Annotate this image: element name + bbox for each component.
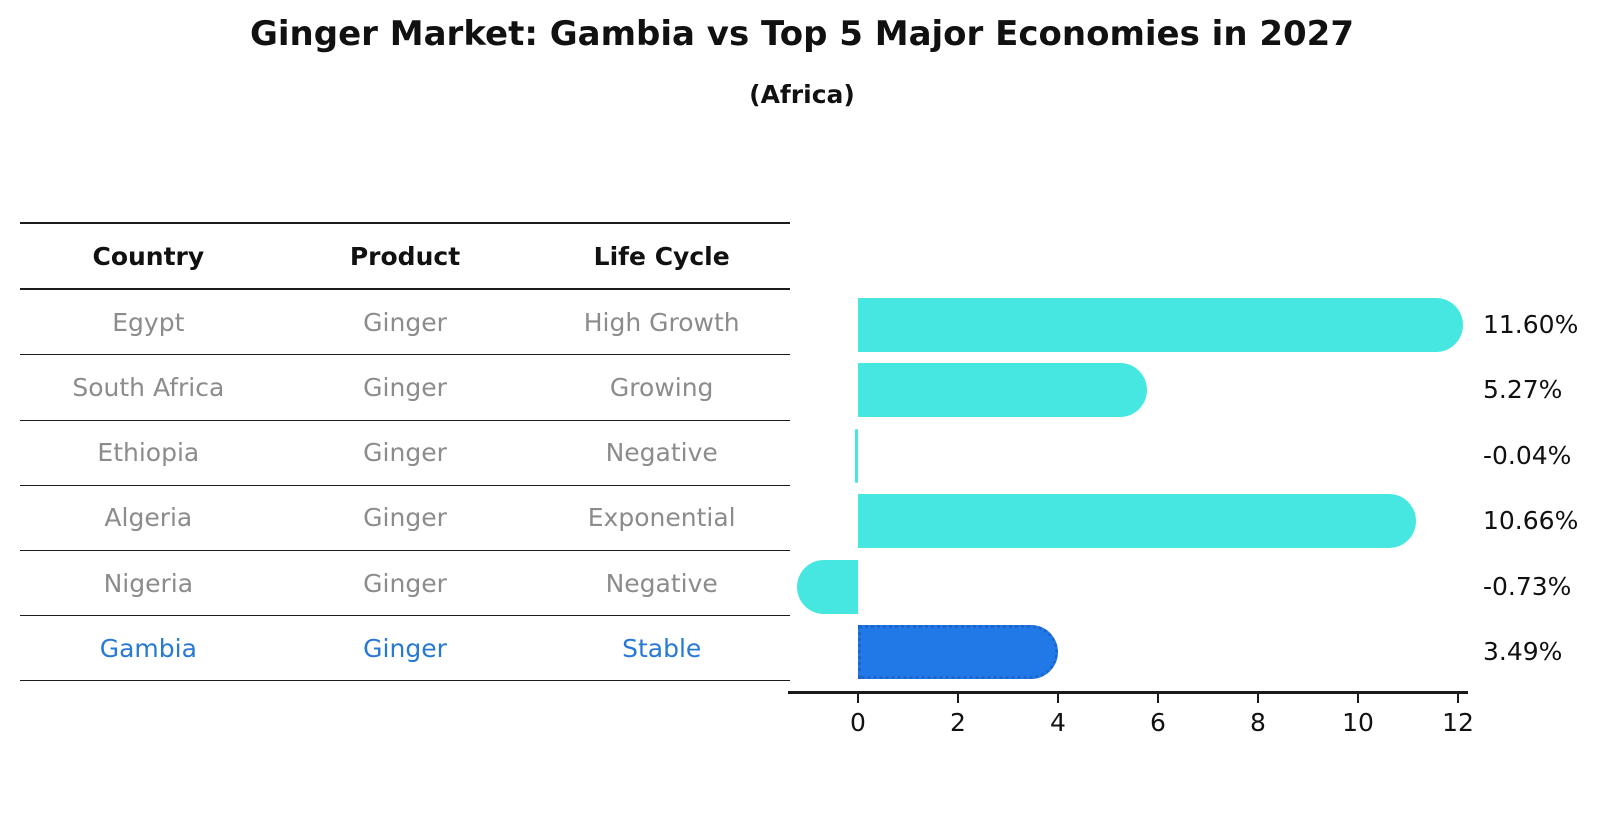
cell-life-cycle: Negative — [605, 568, 718, 598]
cell-product: Ginger — [363, 307, 447, 337]
table-row-nigeria: Nigeria Ginger Negative — [20, 551, 790, 617]
x-tick-label-10: 10 — [1342, 708, 1374, 737]
cell-country: South Africa — [72, 372, 225, 402]
bar-ethiopia — [855, 428, 858, 483]
table-row-algeria: Algeria Ginger Exponential — [20, 486, 790, 551]
cell-country: Nigeria — [103, 568, 194, 598]
bar-value-label-nigeria: -0.73% — [1483, 571, 1572, 601]
bar-value-label-ethiopia: -0.04% — [1483, 440, 1572, 470]
x-tick-label-2: 2 — [950, 708, 966, 737]
bar-gambia — [858, 625, 1058, 679]
cell-product: Ginger — [363, 372, 447, 402]
bar-algeria — [858, 494, 1416, 549]
column-header-country: Country — [92, 241, 205, 271]
x-tick-0 — [856, 693, 860, 703]
cell-product: Ginger — [363, 503, 447, 533]
column-header-product: Product — [349, 241, 461, 271]
chart-subtitle: (Africa) — [749, 80, 855, 109]
bar-south-africa — [858, 363, 1147, 418]
cell-life-cycle: Stable — [622, 633, 702, 663]
table-header-row: Country Product Life Cycle — [20, 224, 790, 291]
cell-country: Ethiopia — [97, 438, 200, 468]
bar-egypt — [858, 298, 1463, 352]
bar-nigeria — [796, 559, 858, 614]
table-row-ethiopia: Ethiopia Ginger Negative — [20, 421, 790, 486]
cell-country: Egypt — [112, 307, 185, 337]
x-tick-label-0: 0 — [850, 708, 866, 737]
table-row-egypt: Egypt Ginger High Growth — [20, 290, 790, 356]
cell-life-cycle: High Growth — [583, 307, 740, 337]
cell-life-cycle: Negative — [605, 438, 718, 468]
table-row-south-africa: South Africa Ginger Growing — [20, 355, 790, 421]
column-header-life-cycle: Life Cycle — [593, 241, 730, 271]
cell-product: Ginger — [363, 568, 447, 598]
x-tick-4 — [1056, 693, 1060, 703]
x-tick-label-6: 6 — [1150, 708, 1166, 737]
cell-life-cycle: Growing — [609, 372, 714, 402]
x-tick-12 — [1456, 693, 1460, 703]
table-row-gambia: Gambia Ginger Stable — [20, 616, 790, 682]
x-axis-line — [788, 691, 1468, 694]
x-tick-6 — [1156, 693, 1160, 703]
x-tick-label-12: 12 — [1442, 708, 1474, 737]
bar-value-label-gambia: 3.49% — [1483, 637, 1563, 666]
summary-table: Country Product Life Cycle Egypt Ginger High… — [20, 222, 790, 682]
bar-value-label-algeria: 10.66% — [1483, 506, 1579, 536]
bar-value-label-egypt: 11.60% — [1483, 310, 1579, 339]
x-tick-10 — [1356, 693, 1360, 703]
x-tick-label-4: 4 — [1050, 708, 1066, 737]
cell-product: Ginger — [363, 633, 447, 663]
chart-title: Ginger Market: Gambia vs Top 5 Major Eco… — [250, 14, 1354, 54]
x-tick-label-8: 8 — [1250, 708, 1266, 737]
cell-country: Algeria — [104, 503, 193, 533]
cell-country: Gambia — [99, 633, 197, 663]
cell-life-cycle: Exponential — [587, 503, 736, 533]
bar-value-label-south-africa: 5.27% — [1483, 375, 1563, 405]
x-tick-2 — [956, 693, 960, 703]
cell-product: Ginger — [363, 438, 447, 468]
x-tick-8 — [1256, 693, 1260, 703]
